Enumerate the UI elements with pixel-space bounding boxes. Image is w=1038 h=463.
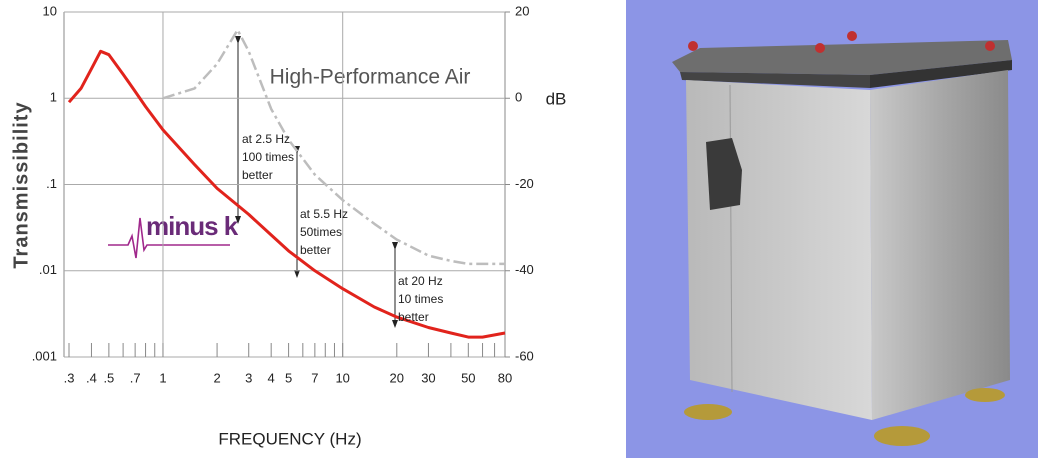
x-tick-label: 1: [159, 370, 166, 385]
plate-edge: [680, 72, 870, 88]
bolt: [688, 41, 698, 51]
y2-tick-label: 0: [515, 90, 522, 105]
x-tick-label: 80: [498, 370, 512, 385]
foot: [874, 426, 930, 446]
legend-label: High-Performance Air: [270, 66, 471, 89]
y-tick-label: 1: [50, 90, 57, 105]
x-axis-label: FREQUENCY (Hz): [218, 429, 361, 448]
plate-edge: [870, 60, 1012, 88]
window: [706, 138, 742, 210]
y-tick-label: .1: [46, 176, 57, 191]
box-front: [686, 80, 872, 420]
bolt: [815, 43, 825, 53]
x-tick-label: 10: [335, 370, 349, 385]
x-tick-label: .7: [130, 370, 141, 385]
seam: [729, 84, 733, 393]
legend-label: minus k: [146, 211, 239, 241]
annotation: at 2.5 Hz: [242, 132, 290, 146]
series-line: [162, 28, 505, 266]
x-tick-label: 5: [285, 370, 292, 385]
y2-tick-label: -60: [515, 348, 534, 363]
logo-wave: [108, 217, 230, 259]
x-tick-label: 20: [390, 370, 404, 385]
annotation: better: [398, 310, 429, 324]
x-tick-label: 2: [213, 370, 220, 385]
top-plate: [672, 40, 1012, 75]
annotation: at 5.5 Hz: [300, 207, 348, 221]
foot: [965, 388, 1005, 402]
y-tick-label: 10: [43, 3, 57, 18]
annotation: 100 times: [242, 150, 294, 164]
annotation: better: [242, 168, 273, 182]
x-tick-label: .5: [103, 370, 114, 385]
annotation: at 20 Hz: [398, 274, 443, 288]
x-tick-label: 7: [311, 370, 318, 385]
y2-tick-label: -40: [515, 262, 534, 277]
bolt: [985, 41, 995, 51]
foot: [684, 404, 732, 420]
legend-logo: minus k: [108, 211, 240, 259]
x-tick-label: 3: [245, 370, 252, 385]
x-tick-label: 50: [461, 370, 475, 385]
annotation: better: [300, 243, 331, 257]
x-tick-label: .4: [86, 370, 97, 385]
annotation: 50times: [300, 225, 342, 239]
chart: Transmissibility FREQUENCY (Hz) dB High-…: [10, 3, 566, 448]
y-tick-label: .01: [39, 262, 57, 277]
photo: [626, 0, 1038, 458]
y2-tick-label: -20: [515, 176, 534, 191]
y-tick-label: .001: [32, 348, 57, 363]
x-tick-label: 4: [268, 370, 275, 385]
bolt: [847, 31, 857, 41]
annotation: 10 times: [398, 292, 443, 306]
x-tick-label: .3: [64, 370, 75, 385]
y-axis-label: Transmissibility: [10, 101, 32, 268]
x-tick-label: 30: [421, 370, 435, 385]
box-side: [870, 70, 1010, 420]
series-line: [67, 49, 506, 339]
y2-axis-label: dB: [546, 89, 567, 108]
y2-tick-label: 20: [515, 3, 529, 18]
